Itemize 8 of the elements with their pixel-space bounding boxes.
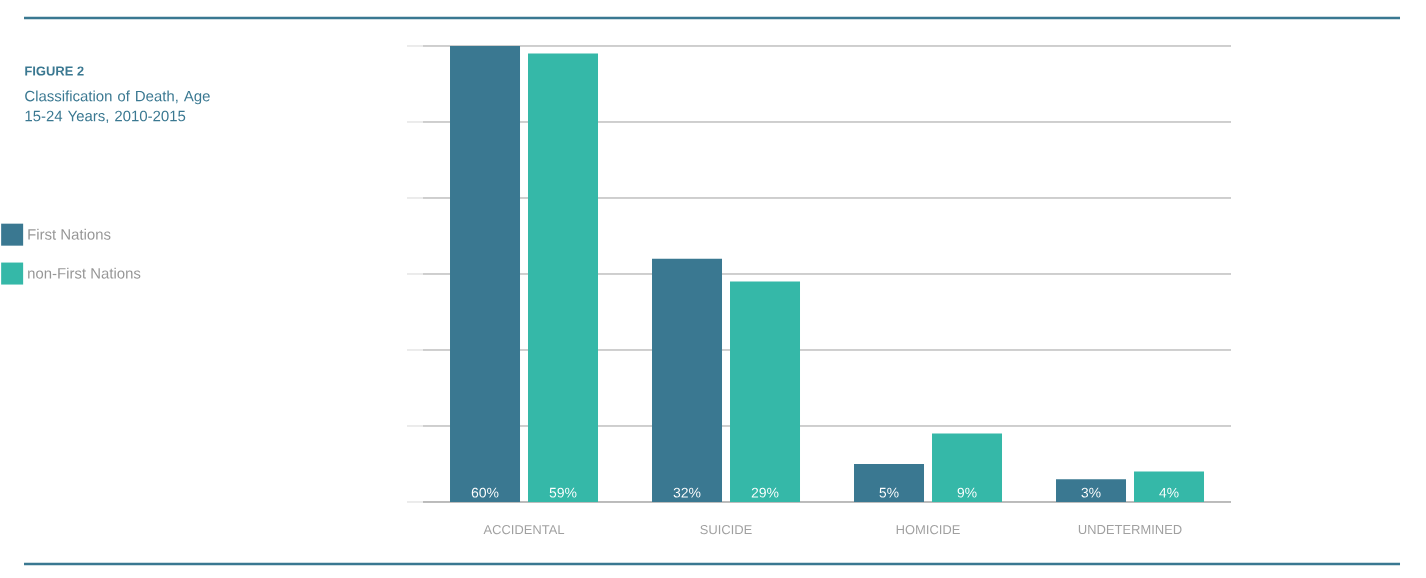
bar bbox=[1134, 471, 1205, 502]
bar bbox=[528, 53, 599, 502]
bar bbox=[1056, 479, 1127, 502]
bar bbox=[932, 433, 1003, 502]
bar bbox=[854, 464, 925, 502]
bar bbox=[652, 258, 723, 502]
bar bbox=[730, 281, 801, 502]
bar bbox=[450, 45, 521, 502]
